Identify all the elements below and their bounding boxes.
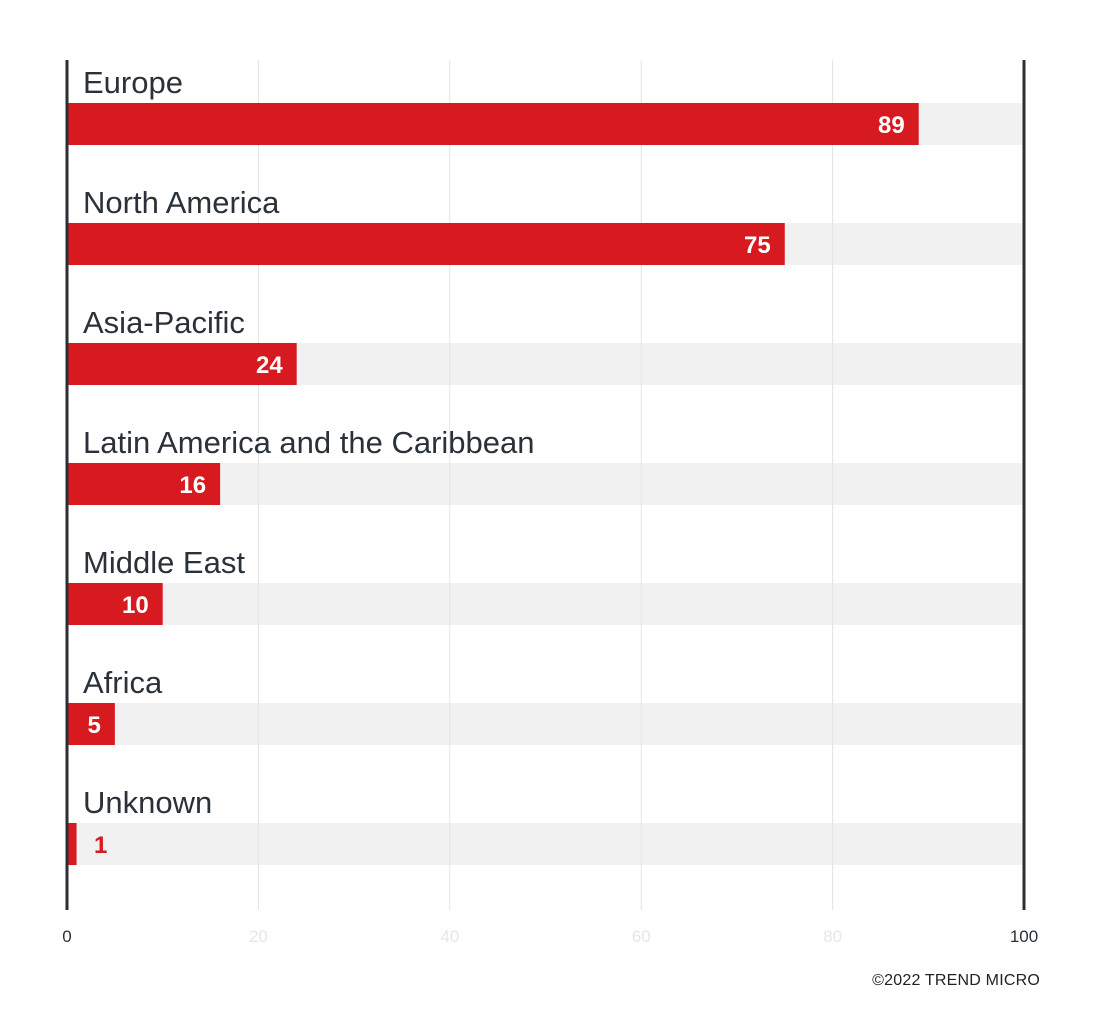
data-label: 16 xyxy=(179,472,206,499)
x-tick-label: 60 xyxy=(632,927,651,946)
x-tick-label: 100 xyxy=(1010,927,1038,946)
bar xyxy=(67,103,919,145)
x-tick-label: 0 xyxy=(62,927,71,946)
category-label: North America xyxy=(83,185,280,220)
bar xyxy=(67,463,221,505)
data-label: 10 xyxy=(122,592,149,619)
bar-track xyxy=(67,583,1024,625)
data-label: 5 xyxy=(87,712,100,739)
category-label: Latin America and the Caribbean xyxy=(83,425,535,460)
x-tick-label: 40 xyxy=(440,927,459,946)
x-tick-label: 80 xyxy=(823,927,842,946)
bar xyxy=(67,583,163,625)
x-tick-label: 20 xyxy=(249,927,268,946)
bar-track xyxy=(67,823,1024,865)
category-label: Africa xyxy=(83,665,163,700)
copyright-notice: ©2022 TREND MICRO xyxy=(872,972,1040,989)
data-label: 75 xyxy=(744,232,771,259)
data-label: 1 xyxy=(94,832,107,859)
bar-track xyxy=(67,463,1024,505)
data-label: 24 xyxy=(256,352,283,379)
bar xyxy=(67,223,785,265)
bar-track xyxy=(67,703,1024,745)
category-label: Asia-Pacific xyxy=(83,305,245,340)
bar xyxy=(67,343,297,385)
category-label: Middle East xyxy=(83,545,245,580)
bar xyxy=(67,823,77,865)
category-label: Europe xyxy=(83,65,183,100)
data-label: 89 xyxy=(878,112,905,139)
category-label: Unknown xyxy=(83,785,212,820)
bar xyxy=(67,703,115,745)
